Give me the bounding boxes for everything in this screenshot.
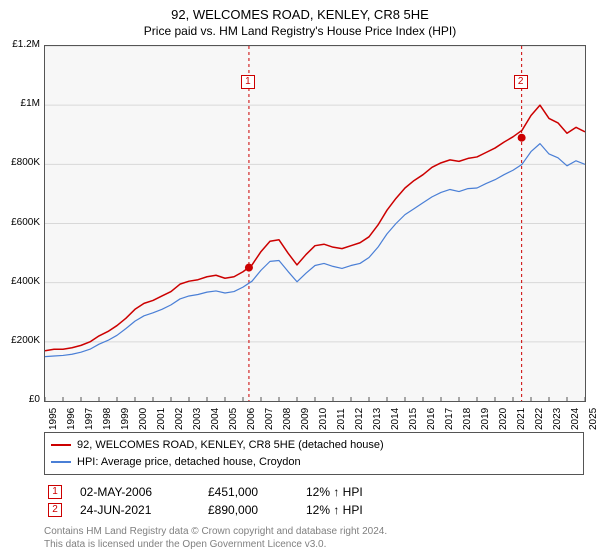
y-axis-label: £600K [4, 217, 40, 228]
y-axis-label: £800K [4, 157, 40, 168]
x-axis-label: 2001 [156, 408, 167, 430]
plot-area [44, 45, 586, 402]
x-axis-label: 1996 [66, 408, 77, 430]
legend-item: 92, WELCOMES ROAD, KENLEY, CR8 5HE (deta… [51, 437, 577, 454]
x-axis-label: 2014 [390, 408, 401, 430]
footer-text: Contains HM Land Registry data © Crown c… [44, 525, 584, 551]
x-axis-label: 2024 [570, 408, 581, 430]
x-axis-label: 2010 [318, 408, 329, 430]
x-axis-label: 2000 [138, 408, 149, 430]
x-axis-label: 2017 [444, 408, 455, 430]
x-axis-label: 1998 [102, 408, 113, 430]
x-axis-label: 2021 [516, 408, 527, 430]
x-axis-label: 2023 [552, 408, 563, 430]
x-axis-label: 2006 [246, 408, 257, 430]
sale-row: 2 24-JUN-2021 £890,000 12% ↑ HPI [44, 501, 584, 519]
x-axis-label: 2019 [480, 408, 491, 430]
sale-date: 02-MAY-2006 [80, 485, 190, 499]
x-axis-label: 2016 [426, 408, 437, 430]
legend-box: 92, WELCOMES ROAD, KENLEY, CR8 5HE (deta… [44, 432, 584, 475]
sales-table: 1 02-MAY-2006 £451,000 12% ↑ HPI 2 24-JUN-202… [44, 483, 584, 519]
sale-row-marker: 1 [48, 485, 62, 499]
x-axis-label: 1995 [48, 408, 59, 430]
sale-price: £890,000 [208, 503, 288, 517]
y-axis-label: £1.2M [4, 39, 40, 50]
x-axis-label: 2005 [228, 408, 239, 430]
y-axis-label: £400K [4, 276, 40, 287]
chart-container: 92, WELCOMES ROAD, KENLEY, CR8 5HE Price… [0, 0, 600, 560]
footer-line-2: This data is licensed under the Open Gov… [44, 538, 584, 551]
legend-item: HPI: Average price, detached house, Croy… [51, 454, 577, 471]
legend-swatch [51, 444, 71, 446]
legend-label: HPI: Average price, detached house, Croy… [77, 454, 301, 471]
x-axis-label: 1997 [84, 408, 95, 430]
y-axis-label: £0 [4, 394, 40, 405]
x-axis-label: 2004 [210, 408, 221, 430]
x-axis-label: 2022 [534, 408, 545, 430]
x-axis-label: 2008 [282, 408, 293, 430]
x-axis-label: 1999 [120, 408, 131, 430]
sale-price: £451,000 [208, 485, 288, 499]
sale-pct: 12% ↑ HPI [306, 485, 406, 499]
x-axis-label: 2011 [336, 408, 347, 430]
x-axis-label: 2009 [300, 408, 311, 430]
chart-subtitle: Price paid vs. HM Land Registry's House … [0, 24, 600, 42]
x-axis-label: 2020 [498, 408, 509, 430]
x-axis-label: 2018 [462, 408, 473, 430]
sale-marker-2: 2 [514, 75, 528, 89]
legend-and-sales: 92, WELCOMES ROAD, KENLEY, CR8 5HE (deta… [44, 432, 584, 551]
x-axis-label: 2025 [588, 408, 599, 430]
x-axis-label: 2007 [264, 408, 275, 430]
y-axis-label: £200K [4, 335, 40, 346]
x-axis-label: 2002 [174, 408, 185, 430]
sale-date: 24-JUN-2021 [80, 503, 190, 517]
legend-swatch [51, 461, 71, 463]
chart-svg [45, 46, 585, 401]
chart-title: 92, WELCOMES ROAD, KENLEY, CR8 5HE [0, 0, 600, 24]
legend-label: 92, WELCOMES ROAD, KENLEY, CR8 5HE (deta… [77, 437, 384, 454]
x-axis-label: 2012 [354, 408, 365, 430]
footer-line-1: Contains HM Land Registry data © Crown c… [44, 525, 584, 538]
sale-row: 1 02-MAY-2006 £451,000 12% ↑ HPI [44, 483, 584, 501]
x-axis-label: 2003 [192, 408, 203, 430]
sale-row-marker: 2 [48, 503, 62, 517]
x-axis-label: 2013 [372, 408, 383, 430]
x-axis-label: 2015 [408, 408, 419, 430]
y-axis-label: £1M [4, 98, 40, 109]
sale-marker-1: 1 [241, 75, 255, 89]
sale-pct: 12% ↑ HPI [306, 503, 406, 517]
